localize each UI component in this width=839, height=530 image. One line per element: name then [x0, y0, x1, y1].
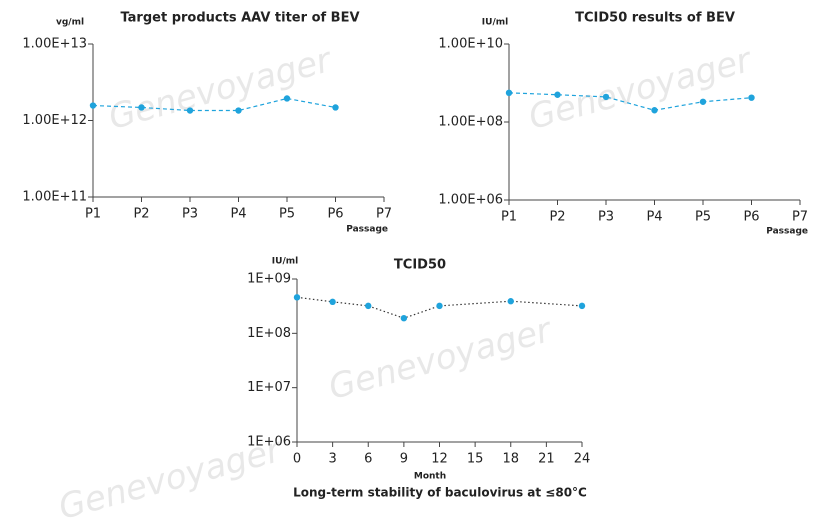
x-tick-label: P2 [549, 210, 565, 225]
y-tick-label: 1.00E+08 [438, 115, 503, 130]
y-tick-label: 1E+07 [247, 380, 291, 395]
x-axis-label: Passage [346, 225, 388, 235]
data-point [329, 298, 336, 306]
data-point [554, 91, 561, 98]
data-point [293, 294, 301, 301]
series-line [508, 92, 752, 111]
y-tick-label: 1.00E+12 [22, 113, 87, 128]
y-tick-label: 1.00E+10 [438, 37, 503, 52]
data-point [89, 102, 97, 109]
watermark: Genevoyager [524, 40, 757, 138]
x-tick-label: P3 [598, 210, 614, 225]
x-tick-label: 3 [328, 452, 336, 467]
x-tick-label: P6 [327, 207, 343, 222]
y-axis-label: IU/ml [482, 18, 508, 28]
x-tick-label: P7 [792, 210, 808, 225]
x-tick-label: 0 [293, 452, 301, 467]
y-tick-label: 1.00E+11 [22, 190, 87, 205]
data-point [332, 104, 339, 111]
y-axis-label: vg/ml [56, 18, 84, 28]
y-tick-label: 1.00E+06 [438, 193, 503, 208]
data-point [578, 302, 586, 310]
x-tick-label: 12 [431, 452, 448, 467]
chart-subtitle: Long-term stability of baculovirus at ≤8… [293, 486, 587, 500]
x-tick-label: 24 [574, 452, 591, 467]
x-tick-label: P3 [182, 207, 198, 222]
y-axis-label: IU/ml [272, 257, 298, 267]
x-tick-label: 18 [502, 452, 519, 467]
x-tick-label: 9 [400, 452, 408, 467]
x-axis-label: Passage [766, 227, 808, 237]
x-tick-label: 21 [538, 452, 555, 467]
data-point [186, 107, 194, 114]
chart-title: TCID50 results of BEV [575, 11, 735, 26]
x-tick-label: 6 [364, 452, 372, 467]
x-tick-label: P1 [501, 210, 517, 225]
x-tick-label: P7 [376, 207, 392, 222]
data-point [400, 314, 408, 322]
data-point [283, 95, 291, 102]
x-tick-label: P4 [230, 207, 246, 222]
data-point [138, 104, 145, 111]
x-axis-label: Month [414, 472, 446, 482]
series-line [92, 97, 336, 112]
x-tick-label: P6 [743, 210, 759, 225]
x-tick-label: 15 [467, 452, 484, 467]
chart-title: TCID50 [394, 258, 446, 273]
y-tick-label: 1E+08 [247, 326, 291, 341]
data-point [651, 107, 658, 114]
watermark: Genevoyager [324, 310, 557, 408]
data-point [699, 98, 707, 105]
x-tick-label: P4 [646, 210, 662, 225]
chart-title: Target products AAV titer of BEV [120, 11, 359, 26]
x-tick-label: P5 [279, 207, 295, 222]
data-point [505, 89, 513, 97]
y-tick-label: 1E+09 [247, 272, 291, 287]
y-tick-label: 1.00E+13 [22, 37, 87, 52]
watermark: Genevoyager [104, 40, 337, 138]
data-point [602, 93, 610, 101]
data-point [436, 302, 443, 310]
data-point [235, 107, 242, 114]
y-tick-label: 1E+06 [247, 435, 291, 450]
data-point [507, 298, 514, 305]
data-point [365, 302, 372, 310]
x-tick-label: P5 [695, 210, 711, 225]
x-tick-label: P1 [85, 207, 101, 222]
x-tick-label: P2 [133, 207, 149, 222]
data-point [748, 94, 755, 101]
